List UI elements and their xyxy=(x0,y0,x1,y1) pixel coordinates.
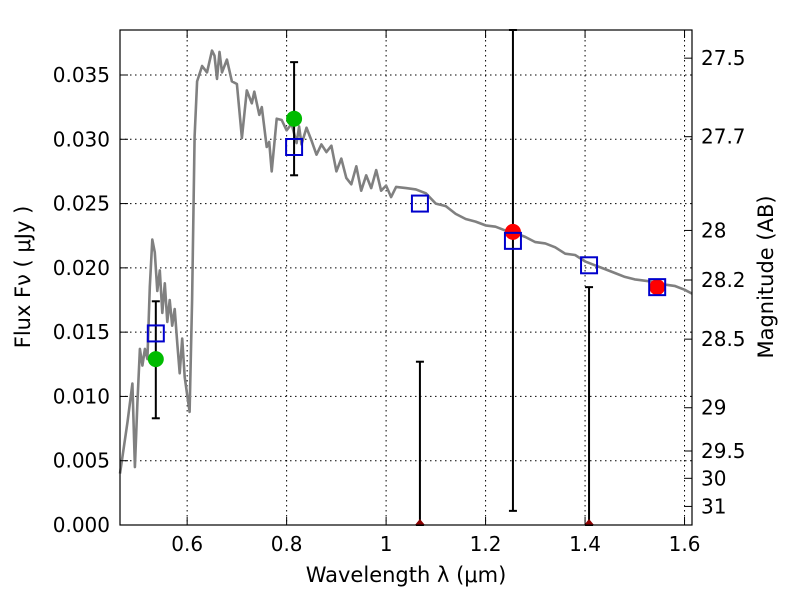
mag-tick-label: 27.7 xyxy=(701,125,746,149)
y-tick-label: 0.025 xyxy=(53,192,110,216)
grid-lines xyxy=(120,30,692,526)
mag-tick-label: 27.5 xyxy=(701,46,746,70)
mag-tick-label: 28 xyxy=(701,218,726,242)
y-tick-label: 0.010 xyxy=(53,384,110,408)
mag-tick-label: 28.5 xyxy=(701,327,746,351)
model-band-point xyxy=(580,256,599,275)
mag-tick-label: 31 xyxy=(701,494,726,518)
model-band-point xyxy=(285,138,304,156)
y-tick-label: 0.035 xyxy=(53,63,110,87)
y-axis-right-title: Magnitude (AB) xyxy=(754,195,778,358)
y-tick-label: 0.005 xyxy=(53,449,110,473)
detection-point xyxy=(649,279,666,296)
detection-point xyxy=(286,110,303,127)
model-band-point xyxy=(648,278,667,297)
model-spectrum-line xyxy=(118,49,693,474)
y-tick-label: 0.020 xyxy=(53,256,110,280)
tick-labels: 0.6 0.8 1 1.2 1.4 1.6 0.000 0.005 0.010 0.015 0.02… xyxy=(53,46,746,556)
y-tick-label: 0.015 xyxy=(53,320,110,344)
data-series xyxy=(118,29,693,526)
y-tick-label: 0.000 xyxy=(53,513,110,537)
upper-limit-marker xyxy=(414,519,425,525)
x-tick-label: 1.2 xyxy=(470,532,502,556)
mag-tick-label: 28.2 xyxy=(701,268,746,292)
model-band-point xyxy=(146,324,165,343)
mag-tick-label: 30 xyxy=(701,466,726,490)
model-band-point xyxy=(503,231,522,250)
plot-frame xyxy=(119,29,693,526)
mag-tick-label: 29.5 xyxy=(701,439,746,463)
x-tick-label: 1 xyxy=(380,532,393,556)
y-tick-label: 0.030 xyxy=(53,127,110,151)
x-tick-label: 1.4 xyxy=(569,532,601,556)
x-tick-label: 1.6 xyxy=(669,532,701,556)
mag-tick-label: 29 xyxy=(701,396,726,420)
detection-point xyxy=(147,351,164,368)
model-band-point xyxy=(410,194,429,213)
upper-limit-marker xyxy=(584,519,595,525)
axis-ticks xyxy=(120,30,692,526)
y-axis-title: Flux Fν ( μJy ) xyxy=(11,206,35,349)
x-tick-label: 0.8 xyxy=(271,532,303,556)
x-tick-label: 0.6 xyxy=(171,532,203,556)
x-axis-title: Wavelength λ (μm) xyxy=(306,563,507,587)
